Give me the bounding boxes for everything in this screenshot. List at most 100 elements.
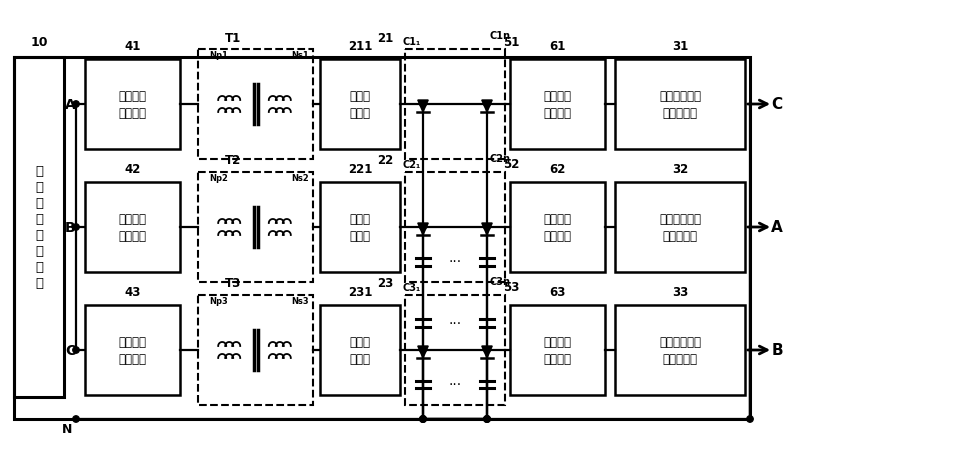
Circle shape bbox=[73, 101, 80, 108]
Circle shape bbox=[420, 347, 426, 354]
Text: 43: 43 bbox=[124, 286, 141, 299]
Circle shape bbox=[73, 224, 80, 231]
Text: 单相整
流桥堆: 单相整 流桥堆 bbox=[349, 90, 371, 120]
Bar bbox=[405, 295, 505, 405]
Text: Np1: Np1 bbox=[209, 51, 228, 61]
Text: 第二输出
缓冲装置: 第二输出 缓冲装置 bbox=[543, 212, 571, 243]
Bar bbox=[320, 182, 400, 273]
Polygon shape bbox=[482, 101, 492, 113]
Circle shape bbox=[420, 101, 426, 108]
Text: Ns1: Ns1 bbox=[291, 51, 308, 61]
Circle shape bbox=[484, 416, 491, 422]
Bar bbox=[510, 60, 605, 150]
Circle shape bbox=[73, 347, 80, 354]
Text: 单相整
流桥堆: 单相整 流桥堆 bbox=[349, 335, 371, 365]
Text: 33: 33 bbox=[672, 286, 688, 299]
Circle shape bbox=[420, 416, 426, 422]
Polygon shape bbox=[482, 346, 492, 358]
Text: N: N bbox=[62, 422, 72, 435]
Text: C2n: C2n bbox=[489, 154, 510, 164]
Bar bbox=[510, 182, 605, 273]
Text: Ns3: Ns3 bbox=[291, 297, 308, 306]
Text: 单相整
流桥堆: 单相整 流桥堆 bbox=[349, 212, 371, 243]
Circle shape bbox=[420, 416, 426, 422]
Text: ···: ··· bbox=[448, 255, 462, 269]
Circle shape bbox=[420, 224, 426, 231]
Text: 231: 231 bbox=[348, 286, 372, 299]
Text: C3n: C3n bbox=[489, 276, 510, 286]
Bar bbox=[14, 58, 64, 397]
Text: 10: 10 bbox=[31, 35, 48, 48]
Polygon shape bbox=[418, 223, 428, 236]
Text: 63: 63 bbox=[549, 286, 565, 299]
Text: 41: 41 bbox=[124, 40, 141, 53]
Circle shape bbox=[484, 224, 491, 231]
Text: 42: 42 bbox=[124, 163, 141, 176]
Text: 第一待测光伏
并网逆变器: 第一待测光伏 并网逆变器 bbox=[659, 90, 701, 120]
Text: A: A bbox=[771, 220, 782, 235]
Text: 三
相
市
电
输
入
模
块: 三 相 市 电 输 入 模 块 bbox=[35, 165, 43, 290]
Text: 52: 52 bbox=[503, 158, 519, 171]
Text: Np2: Np2 bbox=[209, 174, 228, 183]
Bar bbox=[510, 305, 605, 395]
Text: C: C bbox=[772, 97, 782, 112]
Bar bbox=[405, 172, 505, 283]
Circle shape bbox=[484, 101, 491, 108]
Text: 23: 23 bbox=[376, 277, 393, 290]
Text: 53: 53 bbox=[503, 281, 519, 294]
Text: 21: 21 bbox=[376, 31, 393, 45]
Text: T2: T2 bbox=[225, 154, 241, 167]
Text: 第三输出
缓冲装置: 第三输出 缓冲装置 bbox=[543, 335, 571, 365]
Circle shape bbox=[747, 416, 754, 422]
Bar bbox=[615, 60, 745, 150]
Text: C2₁: C2₁ bbox=[403, 160, 421, 170]
Bar bbox=[320, 60, 400, 150]
Polygon shape bbox=[418, 346, 428, 358]
Text: 第一输出
缓冲装置: 第一输出 缓冲装置 bbox=[543, 90, 571, 120]
Circle shape bbox=[484, 416, 491, 422]
Bar bbox=[198, 50, 313, 160]
Text: 51: 51 bbox=[503, 35, 519, 48]
Text: C: C bbox=[65, 343, 75, 357]
Text: T3: T3 bbox=[225, 277, 241, 290]
Text: Ns2: Ns2 bbox=[291, 174, 308, 183]
Text: ···: ··· bbox=[448, 378, 462, 392]
Text: C1₁: C1₁ bbox=[403, 37, 421, 47]
Text: 第一输入
缓冲装置: 第一输入 缓冲装置 bbox=[118, 90, 147, 120]
Circle shape bbox=[484, 347, 491, 354]
Bar bbox=[615, 182, 745, 273]
Text: C3₁: C3₁ bbox=[403, 283, 421, 293]
Bar bbox=[85, 60, 180, 150]
Bar bbox=[405, 50, 505, 160]
Text: 62: 62 bbox=[549, 163, 565, 176]
Text: 221: 221 bbox=[348, 163, 372, 176]
Text: B: B bbox=[771, 343, 782, 358]
Text: A: A bbox=[65, 98, 76, 112]
Text: 第二待测光伏
并网逆变器: 第二待测光伏 并网逆变器 bbox=[659, 212, 701, 243]
Bar bbox=[198, 172, 313, 283]
Text: 211: 211 bbox=[348, 40, 372, 53]
Text: 第三输入
缓冲装置: 第三输入 缓冲装置 bbox=[118, 335, 147, 365]
Text: 61: 61 bbox=[549, 40, 565, 53]
Text: 32: 32 bbox=[672, 163, 688, 176]
Text: 22: 22 bbox=[376, 154, 393, 167]
Bar bbox=[320, 305, 400, 395]
Polygon shape bbox=[418, 101, 428, 113]
Bar bbox=[85, 182, 180, 273]
Circle shape bbox=[73, 416, 80, 422]
Text: Np3: Np3 bbox=[209, 297, 228, 306]
Text: 第二输入
缓冲装置: 第二输入 缓冲装置 bbox=[118, 212, 147, 243]
Text: 31: 31 bbox=[672, 40, 688, 53]
Bar bbox=[85, 305, 180, 395]
Text: ···: ··· bbox=[448, 316, 462, 330]
Text: B: B bbox=[65, 221, 76, 234]
Bar bbox=[14, 58, 750, 419]
Polygon shape bbox=[482, 223, 492, 236]
Bar bbox=[615, 305, 745, 395]
Circle shape bbox=[484, 416, 491, 422]
Text: C1n: C1n bbox=[489, 31, 510, 41]
Text: T1: T1 bbox=[225, 31, 241, 45]
Bar bbox=[198, 295, 313, 405]
Text: 第三待测光伏
并网逆变器: 第三待测光伏 并网逆变器 bbox=[659, 335, 701, 365]
Circle shape bbox=[420, 416, 426, 422]
